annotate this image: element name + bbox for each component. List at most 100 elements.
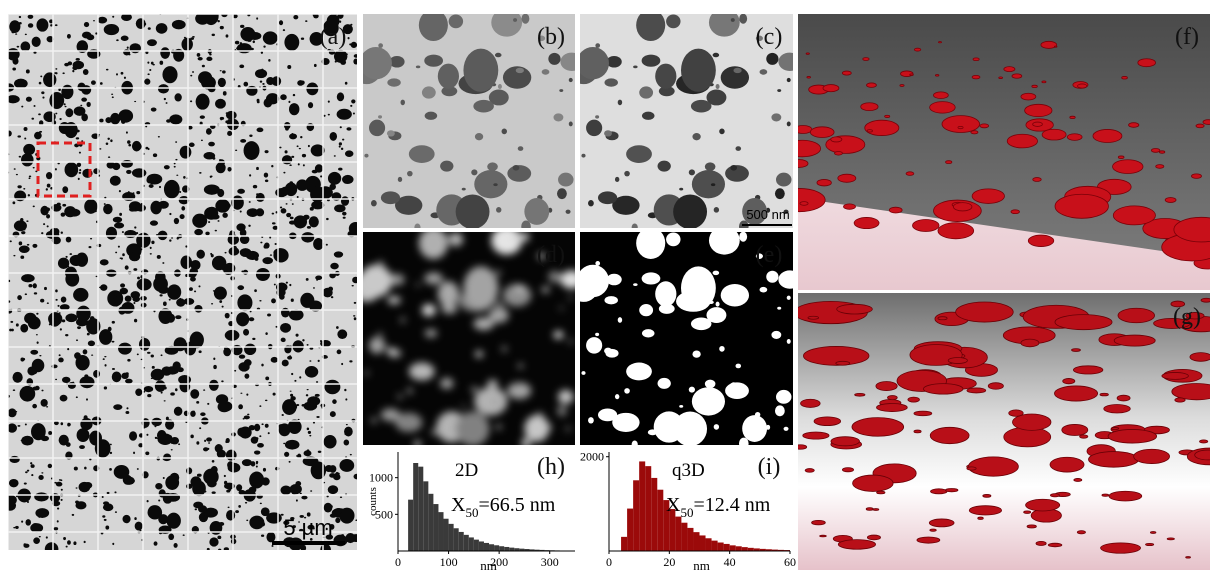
particle-3d <box>999 77 1003 79</box>
particle <box>118 246 120 248</box>
particle-3d <box>842 468 853 472</box>
particle <box>149 69 151 71</box>
particle <box>132 293 136 297</box>
particle <box>226 112 228 114</box>
particle <box>215 99 226 109</box>
particle <box>346 424 348 425</box>
histogram-bar <box>454 528 459 551</box>
particle-3d <box>1054 386 1097 401</box>
particle <box>207 480 217 488</box>
particle <box>12 67 16 70</box>
particle <box>153 153 157 157</box>
particle <box>240 27 255 41</box>
particle-3d <box>831 437 860 446</box>
x-tick-label: 20 <box>663 555 675 569</box>
particle <box>33 537 40 544</box>
particle <box>352 277 359 284</box>
particle-3d <box>913 220 940 232</box>
particle <box>320 175 322 177</box>
particle <box>493 400 497 403</box>
particle <box>97 17 107 24</box>
particle <box>495 271 502 276</box>
particle <box>175 141 177 143</box>
particle <box>260 503 262 505</box>
particle <box>679 188 683 191</box>
particle <box>398 177 402 182</box>
particle-3d <box>988 383 1003 390</box>
histogram-bar <box>693 532 699 551</box>
particle <box>345 398 347 400</box>
particle <box>169 299 171 301</box>
particle <box>341 148 343 150</box>
particle <box>9 479 19 487</box>
particle <box>516 285 524 290</box>
particle <box>581 154 585 158</box>
panel-label: (i) <box>758 454 781 480</box>
particle <box>67 34 71 39</box>
particle <box>286 213 291 217</box>
particle <box>189 268 198 276</box>
particle <box>229 233 231 235</box>
particle <box>147 61 149 63</box>
particle <box>733 285 741 290</box>
particle-3d <box>1055 315 1112 330</box>
particle <box>691 100 712 113</box>
particle <box>293 15 298 19</box>
particle <box>227 167 231 172</box>
particle <box>350 454 352 456</box>
particle <box>588 200 594 206</box>
particle <box>279 20 283 25</box>
particle <box>328 485 338 494</box>
particle <box>265 377 269 381</box>
particle <box>716 84 720 89</box>
particle <box>23 229 25 231</box>
particle <box>306 394 309 396</box>
particle-3d <box>855 393 865 396</box>
particle-3d <box>1111 427 1118 429</box>
particle <box>127 46 129 48</box>
particle <box>25 330 27 332</box>
particle <box>21 440 24 442</box>
particle-3d <box>945 489 958 492</box>
particle-3d <box>1196 124 1204 128</box>
particle-3d <box>1108 429 1157 443</box>
particle <box>224 475 226 477</box>
particle <box>28 194 30 196</box>
particle <box>569 78 573 82</box>
particle <box>474 170 507 198</box>
particle <box>35 359 38 362</box>
particle <box>618 317 622 323</box>
particle <box>249 201 251 203</box>
particle <box>409 145 435 163</box>
particle <box>245 154 247 155</box>
particle <box>26 69 30 73</box>
particle <box>158 136 160 138</box>
particle <box>513 165 520 171</box>
particle <box>624 171 630 177</box>
particle <box>160 47 170 59</box>
particle <box>265 150 269 153</box>
scale-bar-label: 500 nm <box>746 207 789 222</box>
particle-3d <box>1145 543 1153 545</box>
particle-3d <box>1203 120 1210 125</box>
particle <box>784 427 789 431</box>
particle-3d <box>808 316 819 319</box>
particle <box>473 100 494 113</box>
particle <box>282 155 292 164</box>
particle <box>156 23 168 34</box>
particle <box>26 97 32 102</box>
particle <box>77 163 81 167</box>
particle-3d <box>853 475 894 491</box>
particle <box>11 329 14 332</box>
particle <box>624 388 630 394</box>
particle <box>255 517 257 519</box>
particle <box>110 113 120 125</box>
particle <box>287 65 291 69</box>
image-panels <box>4 7 1210 570</box>
particle-3d <box>1113 206 1155 225</box>
particle <box>257 443 264 448</box>
particle <box>67 266 69 268</box>
particle <box>226 438 230 443</box>
particle-3d <box>1021 339 1039 347</box>
particle <box>771 331 781 339</box>
